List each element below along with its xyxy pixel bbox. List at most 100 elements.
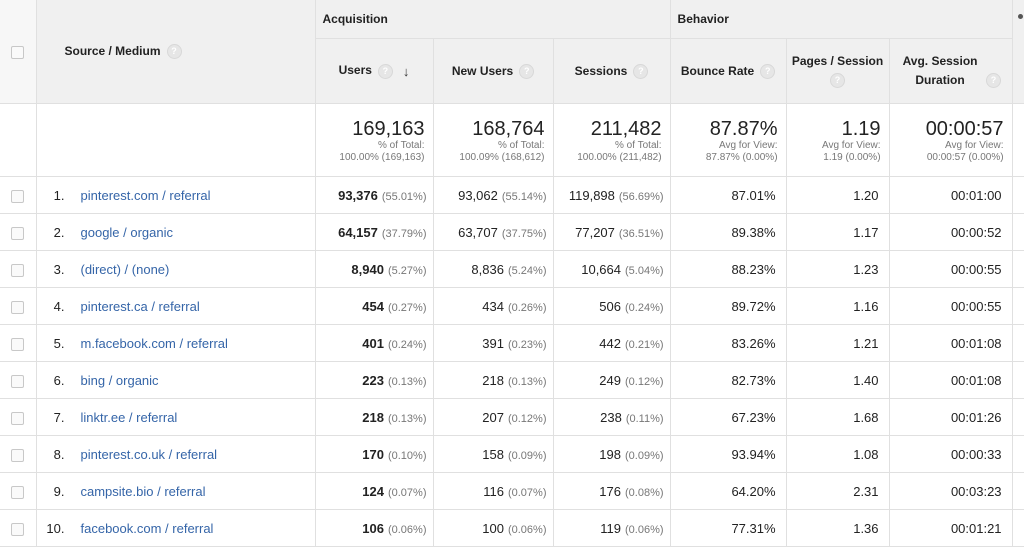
overflow-cell <box>1012 435 1024 473</box>
source-medium-link[interactable]: m.facebook.com / referral <box>80 335 228 351</box>
overflow-cell <box>1012 250 1024 288</box>
overflow-column-header <box>1012 0 1024 104</box>
pages-session-column-header[interactable]: Pages / Session? <box>786 38 890 104</box>
users-cell: 223 (0.13%) <box>315 361 434 399</box>
table-row: 1. pinterest.com / referral 93,376 (55.01%)… <box>0 176 1024 214</box>
users-value: 93,376 <box>338 187 378 203</box>
sessions-value: 442 <box>599 335 621 351</box>
sessions-value: 77,207 <box>575 224 615 240</box>
sort-down-arrow-icon[interactable]: ↓ <box>402 63 410 79</box>
new-users-percent: (0.13%) <box>507 375 547 388</box>
users-value: 170 <box>362 446 384 462</box>
select-all-checkbox[interactable] <box>11 45 25 59</box>
overflow-cell <box>1012 472 1024 510</box>
new-users-value: 8,836 <box>471 261 504 277</box>
row-checkbox-cell <box>0 250 37 288</box>
help-question-icon[interactable]: ? <box>633 63 649 79</box>
new-users-total-cell: 168,764 % of Total: 100.09% (168,612) <box>433 103 554 177</box>
sessions-value: 176 <box>599 483 621 499</box>
row-checkbox[interactable] <box>11 300 25 314</box>
sessions-value: 249 <box>599 372 621 388</box>
source-medium-link[interactable]: facebook.com / referral <box>80 520 214 536</box>
source-medium-cell: 5. m.facebook.com / referral <box>36 324 316 362</box>
new-users-value: 63,707 <box>458 224 498 240</box>
sessions-value: 10,664 <box>581 261 621 277</box>
users-percent: (37.79%) <box>381 227 427 240</box>
source-medium-header[interactable]: Source / Medium? <box>36 0 316 104</box>
help-question-icon[interactable]: ? <box>986 73 1002 89</box>
sessions-percent: (36.51%) <box>618 227 664 240</box>
source-medium-link[interactable]: google / organic <box>80 224 174 240</box>
avg-duration-cell: 00:01:21 <box>889 509 1013 547</box>
bounce-rate-cell: 83.26% <box>670 324 787 362</box>
sessions-cell: 238 (0.11%) <box>553 398 671 436</box>
users-column-header[interactable]: Users? ↓ <box>315 38 434 104</box>
avg-duration-cell: 00:00:55 <box>889 287 1013 325</box>
bounce-rate-column-header[interactable]: Bounce Rate? <box>670 38 787 104</box>
row-checkbox[interactable] <box>11 226 25 240</box>
row-checkbox[interactable] <box>11 485 25 499</box>
source-medium-link[interactable]: pinterest.com / referral <box>80 187 211 203</box>
users-value: 218 <box>362 409 384 425</box>
new-users-percent: (5.24%) <box>507 264 547 277</box>
row-checkbox[interactable] <box>11 189 25 203</box>
users-total-value: 169,163 <box>352 118 425 140</box>
column-header-row: Users? ↓ New Users? Sessions? Bounce Rate… <box>0 38 1024 104</box>
select-all-cell <box>0 0 37 104</box>
users-percent: (0.13%) <box>387 412 427 425</box>
row-checkbox[interactable] <box>11 263 25 277</box>
users-cell: 454 (0.27%) <box>315 287 434 325</box>
pages-session-total-caption: Avg for View: <box>821 140 881 151</box>
new-users-cell: 100 (0.06%) <box>433 509 554 547</box>
source-medium-link[interactable]: bing / organic <box>80 372 159 388</box>
acquisition-group-label: Acquisition <box>322 12 388 26</box>
avg-session-duration-column-header[interactable]: Avg. Session Duration? <box>889 38 1013 104</box>
users-percent: (5.27%) <box>387 264 427 277</box>
row-checkbox[interactable] <box>11 411 25 425</box>
users-cell: 8,940 (5.27%) <box>315 250 434 288</box>
users-value: 106 <box>362 520 384 536</box>
table-row: 7. linktr.ee / referral 218 (0.13%) 207 (0.12… <box>0 398 1024 436</box>
bounce-rate-cell: 67.23% <box>670 398 787 436</box>
help-question-icon[interactable]: ? <box>519 63 535 79</box>
sessions-percent: (0.12%) <box>625 375 664 388</box>
source-medium-link[interactable]: pinterest.co.uk / referral <box>80 446 218 462</box>
new-users-cell: 116 (0.07%) <box>433 472 554 510</box>
bounce-rate-cell: 64.20% <box>670 472 787 510</box>
source-medium-link[interactable]: linktr.ee / referral <box>80 409 178 425</box>
table-row: 9. campsite.bio / referral 124 (0.07%) 116 (0… <box>0 472 1024 510</box>
sessions-percent: (5.04%) <box>625 264 664 277</box>
overflow-cell <box>1012 361 1024 399</box>
row-checkbox[interactable] <box>11 448 25 462</box>
pages-session-total-value: 1.19 <box>841 118 881 140</box>
bounce-rate-header-label: Bounce Rate <box>680 63 755 78</box>
source-medium-link[interactable]: (direct) / (none) <box>80 261 170 277</box>
users-cell: 401 (0.24%) <box>315 324 434 362</box>
new-users-value: 93,062 <box>458 187 498 203</box>
help-question-icon[interactable]: ? <box>760 63 776 79</box>
row-checkbox-cell <box>0 176 37 214</box>
row-checkbox[interactable] <box>11 374 25 388</box>
source-medium-link[interactable]: campsite.bio / referral <box>80 483 206 499</box>
table-row: 5. m.facebook.com / referral 401 (0.24%) 391… <box>0 324 1024 362</box>
new-users-value: 434 <box>482 298 504 314</box>
users-cell: 218 (0.13%) <box>315 398 434 436</box>
users-total-caption: % of Total: <box>377 140 425 151</box>
source-medium-link[interactable]: pinterest.ca / referral <box>80 298 200 314</box>
sessions-percent: (0.11%) <box>625 412 664 425</box>
help-question-icon[interactable]: ? <box>830 73 846 89</box>
help-question-icon[interactable]: ? <box>377 63 393 79</box>
pages-session-cell: 1.21 <box>786 324 890 362</box>
help-question-icon[interactable]: ? <box>166 44 182 60</box>
pages-session-cell: 1.23 <box>786 250 890 288</box>
sessions-column-header[interactable]: Sessions? <box>553 38 671 104</box>
totals-row: 169,163 % of Total: 100.00% (169,163) 16… <box>0 103 1024 177</box>
users-cell: 93,376 (55.01%) <box>315 176 434 214</box>
row-checkbox[interactable] <box>11 337 25 351</box>
row-checkbox[interactable] <box>11 522 25 536</box>
bounce-rate-cell: 88.23% <box>670 250 787 288</box>
new-users-column-header[interactable]: New Users? <box>433 38 554 104</box>
sessions-percent: (0.06%) <box>625 523 664 536</box>
avg-duration-cell: 00:03:23 <box>889 472 1013 510</box>
row-index: 8. <box>53 446 65 462</box>
